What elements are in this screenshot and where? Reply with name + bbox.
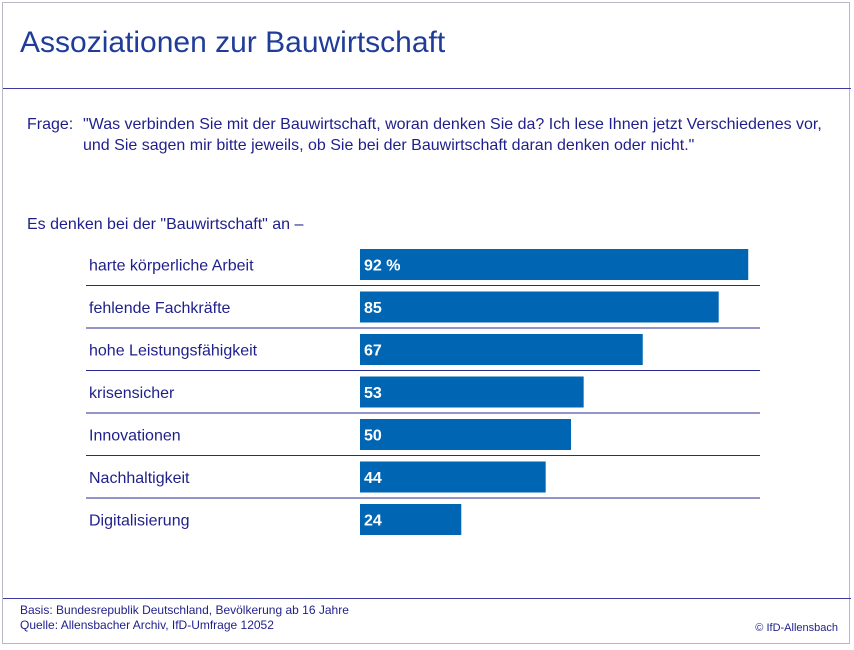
data-label: 44: [364, 470, 382, 487]
category-label: Digitalisierung: [89, 513, 190, 530]
data-label: 67: [364, 343, 382, 360]
footer-divider: [3, 598, 851, 599]
data-label: 85: [364, 300, 382, 317]
category-label: Innovationen: [89, 428, 181, 445]
bar: [360, 376, 584, 408]
bar-chart: harte körperliche Arbeit 92 % fehlende Fac…: [86, 249, 760, 535]
bar: [360, 291, 719, 323]
category-label: krisensicher: [89, 385, 175, 402]
question-label: Frage:: [27, 116, 74, 133]
bar: [360, 419, 571, 450]
title-divider: [3, 88, 851, 89]
category-label: Nachhaltigkeit: [89, 470, 190, 487]
question-text: "Was verbinden Sie mit der Bauwirtschaft…: [83, 116, 822, 154]
data-label: 53: [364, 385, 382, 402]
survey-question: Frage: "Was verbinden Sie mit der Bauwir…: [27, 114, 827, 156]
copyright: © IfD-Allensbach: [755, 622, 838, 634]
data-label: 92 %: [364, 258, 400, 275]
data-label: 50: [364, 428, 382, 445]
page-title: Assoziationen zur Bauwirtschaft: [20, 26, 446, 59]
footer: Basis: Bundesrepublik Deutschland, Bevöl…: [20, 603, 349, 633]
category-label: harte körperliche Arbeit: [89, 258, 254, 275]
footer-basis: Basis: Bundesrepublik Deutschland, Bevöl…: [20, 603, 349, 617]
category-label: fehlende Fachkräfte: [89, 300, 231, 317]
bar: [360, 504, 462, 535]
category-label: hohe Leistungsfähigkeit: [89, 343, 258, 360]
bar: [360, 461, 546, 493]
chart-intro: Es denken bei der "Bauwirtschaft" an –: [27, 216, 304, 233]
data-label: 24: [364, 513, 382, 530]
bar: [360, 334, 643, 365]
footer-source: Quelle: Allensbacher Archiv, IfD-Umfrage…: [20, 618, 274, 632]
bar: [360, 249, 749, 280]
